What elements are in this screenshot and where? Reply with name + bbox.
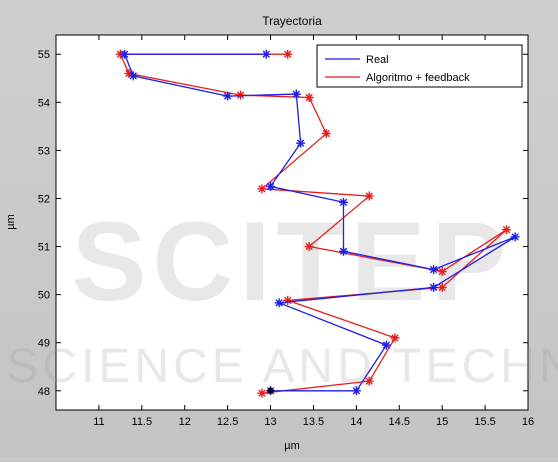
data-point bbox=[296, 138, 306, 148]
watermark: SCITEP SCIENCE AND TECHN bbox=[6, 199, 558, 393]
data-point bbox=[223, 91, 233, 101]
data-point bbox=[128, 71, 138, 81]
x-tick-label: 15 bbox=[436, 416, 448, 428]
x-tick-label: 15.5 bbox=[474, 416, 495, 428]
y-tick-label: 55 bbox=[38, 49, 50, 61]
y-axis-label: µm bbox=[5, 214, 17, 230]
data-point bbox=[283, 49, 293, 59]
data-point bbox=[502, 225, 512, 235]
data-point bbox=[257, 184, 267, 194]
data-point bbox=[338, 197, 348, 207]
data-point bbox=[390, 333, 400, 343]
data-point bbox=[364, 191, 374, 201]
x-tick-label: 11.5 bbox=[132, 416, 153, 428]
y-tick-label: 49 bbox=[38, 338, 50, 350]
series-layer bbox=[115, 49, 520, 398]
data-point bbox=[437, 282, 447, 292]
series-line bbox=[119, 53, 507, 394]
x-tick-label: 13.5 bbox=[303, 416, 324, 428]
x-tick-label: 16 bbox=[522, 416, 534, 428]
y-tick-label: 52 bbox=[38, 193, 50, 205]
data-point bbox=[304, 93, 314, 102]
y-tick-label: 50 bbox=[38, 290, 50, 302]
y-tick-label: 53 bbox=[38, 145, 50, 157]
data-point bbox=[274, 298, 284, 308]
x-tick-label: 12 bbox=[179, 416, 191, 428]
data-point bbox=[304, 242, 314, 252]
y-tick-label: 48 bbox=[38, 386, 50, 398]
data-point bbox=[261, 49, 271, 59]
data-point bbox=[437, 267, 447, 277]
data-point bbox=[291, 89, 301, 99]
x-tick-label: 13 bbox=[264, 416, 276, 428]
legend-label-algoritmo: Algoritmo + feedback bbox=[366, 72, 470, 84]
data-point bbox=[429, 282, 439, 292]
data-point bbox=[321, 129, 331, 139]
watermark-line-1: SCITEP bbox=[72, 199, 513, 324]
data-point bbox=[364, 376, 374, 386]
data-point bbox=[283, 295, 293, 305]
data-point bbox=[381, 340, 391, 350]
data-point bbox=[338, 246, 348, 256]
start-marker bbox=[266, 386, 275, 395]
y-tick-label: 54 bbox=[38, 97, 50, 109]
legend-box bbox=[316, 44, 523, 88]
legend-label-real: Real bbox=[366, 54, 389, 66]
x-axis-label: µm bbox=[284, 440, 300, 452]
x-tick-label: 12.5 bbox=[217, 416, 238, 428]
axis-ticks: 11 11.5 12 12.5 13 13.5 14 14.5 15 15.5 16 48 49 50 51… bbox=[38, 35, 534, 428]
start-point bbox=[266, 386, 275, 395]
chart-title: Trayectoria bbox=[262, 14, 322, 28]
data-point bbox=[351, 386, 361, 396]
series-real bbox=[120, 49, 520, 396]
legend: Real Algoritmo + feedback bbox=[316, 44, 523, 88]
data-point bbox=[510, 232, 520, 242]
x-tick-label: 14.5 bbox=[389, 416, 410, 428]
data-point bbox=[120, 49, 130, 59]
series-line bbox=[123, 53, 516, 392]
data-point bbox=[429, 265, 439, 275]
series-algoritmo-feedback bbox=[115, 49, 512, 398]
watermark-line-2: SCIENCE AND TECHN bbox=[6, 340, 558, 393]
data-point bbox=[266, 181, 276, 191]
x-tick-label: 11 bbox=[93, 416, 104, 428]
x-tick-label: 14 bbox=[350, 416, 362, 428]
y-tick-label: 51 bbox=[38, 242, 50, 254]
data-point bbox=[124, 68, 134, 78]
data-point bbox=[257, 388, 267, 398]
